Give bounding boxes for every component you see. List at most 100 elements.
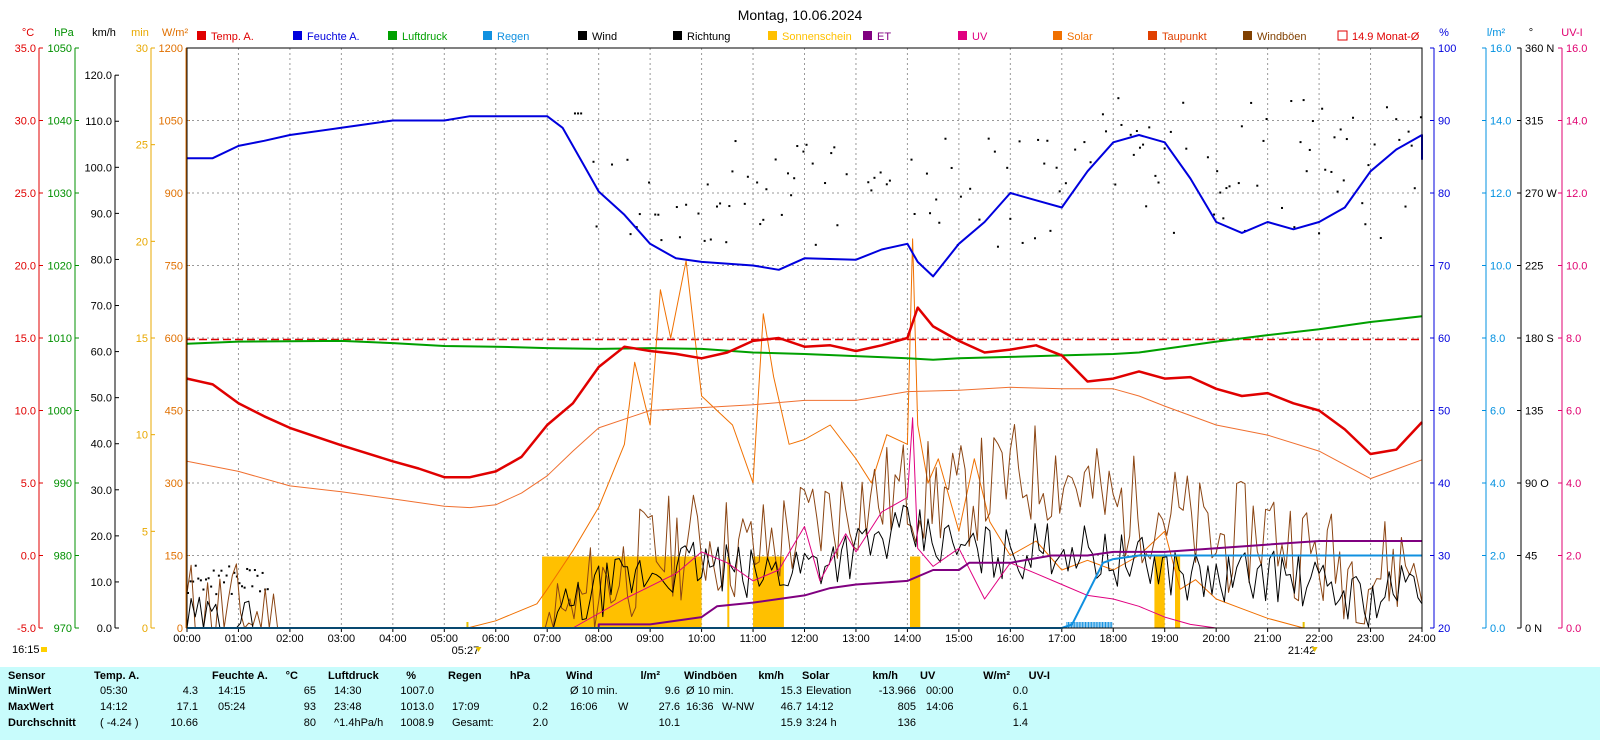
stats-value-solar_time: 3:24 h (806, 717, 837, 729)
direction-dot (913, 212, 916, 215)
direction-dot (1105, 130, 1108, 133)
x-tick-label: 15:00 (945, 633, 973, 645)
direction-dot (1021, 241, 1024, 244)
stats-header-unit: l/m² (640, 670, 660, 682)
legend-swatch (673, 31, 682, 40)
right-axis-tick-label: 40 (1438, 478, 1450, 490)
left-axis-tick-label: 450 (165, 406, 183, 418)
right-axis-tick-label: 0.0 (1490, 623, 1505, 635)
left-axis-tick-label: 150 (165, 551, 183, 563)
right-axis-tick-label: 10.0 (1490, 261, 1511, 273)
legend-label: Regen (497, 31, 529, 43)
left-axis-unit: km/h (92, 27, 116, 39)
legend-label: Luftdruck (402, 31, 448, 43)
direction-dot (629, 233, 632, 236)
stats-panel: Sensor Temp. A. °C Feuchte A.% Luftdruck hPa R… (0, 667, 1600, 740)
stats-value-gust_time: Ø 10 min. (686, 685, 734, 697)
series-luftdruck (186, 315, 1423, 361)
direction-dot (225, 574, 228, 577)
left-axis-tick-label: 35.0 (15, 43, 36, 55)
direction-dot (1055, 166, 1058, 169)
direction-dot (774, 158, 777, 161)
sunshine-bar (542, 556, 702, 628)
x-tick-label: 22:00 (1305, 633, 1333, 645)
direction-dot (197, 577, 200, 580)
direction-dot (944, 137, 947, 140)
direction-dot (796, 145, 799, 148)
stats-value-gust_time: 16:36 (686, 701, 714, 713)
left-axis-tick-label: 1040 (48, 116, 72, 128)
sunset-icon (1311, 647, 1318, 652)
direction-dot (709, 238, 712, 241)
direction-dot (243, 586, 246, 589)
stats-value-solar_val: 136 (897, 717, 916, 729)
left-axis-tick-label: 60.0 (91, 347, 112, 359)
direction-dot (266, 588, 269, 591)
left-axis-tick-label: 90.0 (91, 208, 112, 220)
direction-dot (703, 239, 706, 242)
updated-time: 16:15 (12, 644, 40, 656)
direction-dot (969, 187, 972, 190)
direction-dot (1163, 147, 1166, 150)
direction-dot (259, 590, 262, 593)
direction-dot (1364, 223, 1367, 226)
stats-header-unit: °C (285, 670, 298, 682)
direction-dot (1290, 100, 1293, 103)
stats-header: Windböen (684, 670, 738, 682)
left-axis-tick-label: 30.0 (91, 485, 112, 497)
stats-header-unit: hPa (509, 670, 530, 682)
stats-value-press_time: 23:48 (334, 701, 362, 713)
weather-chart: Montag, 10.06.2024 Temp. A. Feuchte A. Luf… (12, 7, 1587, 657)
direction-dot (793, 177, 796, 180)
direction-dot (1043, 162, 1046, 165)
stats-value-wind_dir: W (618, 701, 629, 713)
direction-dot (1145, 205, 1148, 208)
stats-value-temp_val: 17.1 (176, 701, 198, 713)
legend-swatch (1337, 30, 1348, 41)
x-tick-label: 02:00 (276, 633, 304, 645)
direction-dot (814, 243, 817, 246)
direction-dot (1265, 118, 1268, 121)
stats-value-hum_val: 80 (303, 717, 316, 729)
direction-dot (1034, 237, 1037, 240)
right-axis-tick-label: 225 (1525, 261, 1543, 273)
legend-label: Windböen (1257, 31, 1307, 43)
chart-title: Montag, 10.06.2024 (738, 7, 863, 23)
stats-header: Feuchte A. (212, 670, 268, 682)
direction-dot (1172, 231, 1175, 234)
direction-dot (626, 158, 629, 161)
direction-dot (1318, 232, 1321, 235)
direction-dot (233, 571, 236, 574)
direction-dot (978, 218, 981, 221)
stats-row-label: Durchschnitt (8, 717, 76, 729)
sunshine-bar (1175, 556, 1181, 628)
direction-dot (657, 213, 660, 216)
left-axis-tick-label: 990 (54, 478, 72, 490)
direction-dot (1410, 144, 1413, 147)
direction-dot (1352, 116, 1355, 119)
stats-header: Sensor (8, 670, 46, 682)
direction-dot (787, 172, 790, 175)
direction-dot (1262, 139, 1265, 142)
direction-dot (910, 158, 913, 161)
sunshine-bar (727, 556, 730, 628)
direction-dot (1089, 161, 1092, 164)
stats-value-solar_val: 805 (897, 701, 916, 713)
stats-header: Regen (448, 670, 482, 682)
stats-header-unit: % (406, 670, 416, 682)
series-uv (572, 417, 1217, 629)
direction-dot (238, 582, 241, 585)
direction-dot (1169, 130, 1172, 133)
x-tick-label: 11:00 (740, 633, 767, 645)
sunshine-bar (1154, 556, 1165, 628)
stats-row-label: MinWert (8, 685, 52, 697)
right-axis-tick-label: 6.0 (1490, 406, 1505, 418)
stats-value-rain_time: 17:09 (452, 701, 480, 713)
direction-dot (950, 166, 953, 169)
stats-value-wind_time: Ø 10 min. (570, 685, 618, 697)
x-tick-label: 19:00 (1151, 633, 1179, 645)
sunrise-icon (475, 647, 482, 652)
stats-header: Temp. A. (94, 670, 140, 682)
legend-swatch (1053, 31, 1062, 40)
x-tick-label: 14:00 (894, 633, 922, 645)
